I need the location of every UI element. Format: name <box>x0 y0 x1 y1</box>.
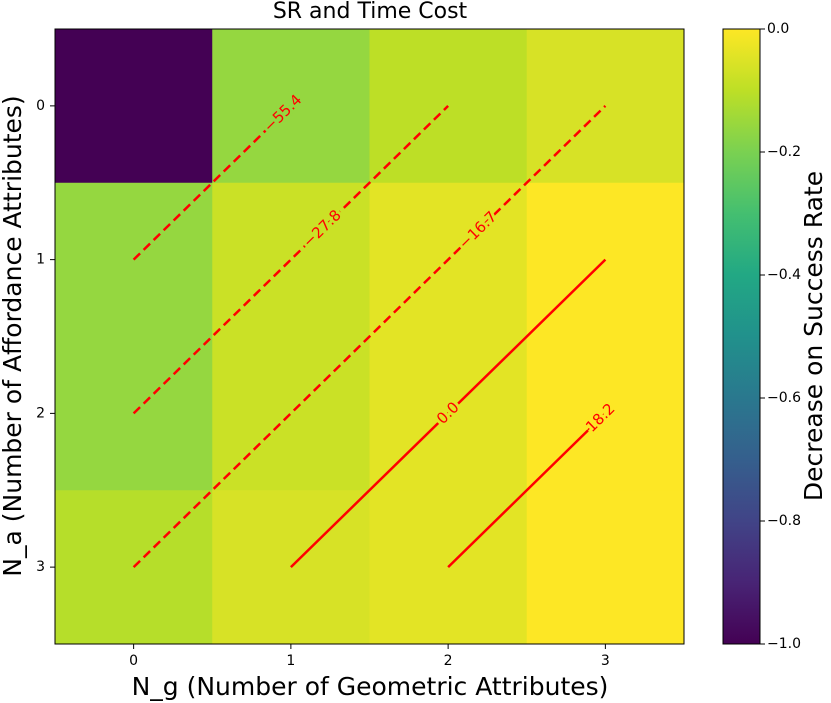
heatmap-cell <box>55 29 213 184</box>
colorbar-tick-label: −0.8 <box>767 513 801 529</box>
y-tick-label: 2 <box>36 405 45 421</box>
colorbar-tick-label: −1.0 <box>767 636 801 652</box>
x-tick-label: 2 <box>444 653 453 669</box>
heatmap-cell <box>526 490 685 645</box>
heatmap-cell <box>526 29 685 184</box>
colorbar <box>722 28 761 645</box>
colorbar-tick-label: −0.4 <box>767 267 801 283</box>
x-tick-label: 3 <box>601 653 610 669</box>
colorbar-tick-label: 0.0 <box>767 21 789 37</box>
colorbar-tick-label: −0.6 <box>767 390 801 406</box>
y-tick-label: 0 <box>36 98 45 114</box>
contour-line <box>447 412 607 569</box>
x-tick-label: 0 <box>129 653 138 669</box>
x-axis-label: N_g (Number of Geometric Attributes) <box>132 672 609 701</box>
contour-line <box>132 104 607 569</box>
y-tick-label: 1 <box>36 252 45 268</box>
contour-line <box>132 104 449 415</box>
plot-frame <box>54 28 685 645</box>
contour-line <box>290 258 607 569</box>
y-tick-label: 3 <box>36 559 45 575</box>
y-axis-label: N_a (Number of Affordance Attributes) <box>0 95 27 576</box>
x-tick-label: 1 <box>286 653 295 669</box>
colorbar-tick-label: −0.2 <box>767 144 801 160</box>
contour-line <box>132 104 292 261</box>
colorbar-label: Decrease on Success Rate <box>799 171 828 501</box>
heatmap-cell <box>369 29 528 184</box>
chart-title: SR and Time Cost <box>273 0 468 24</box>
